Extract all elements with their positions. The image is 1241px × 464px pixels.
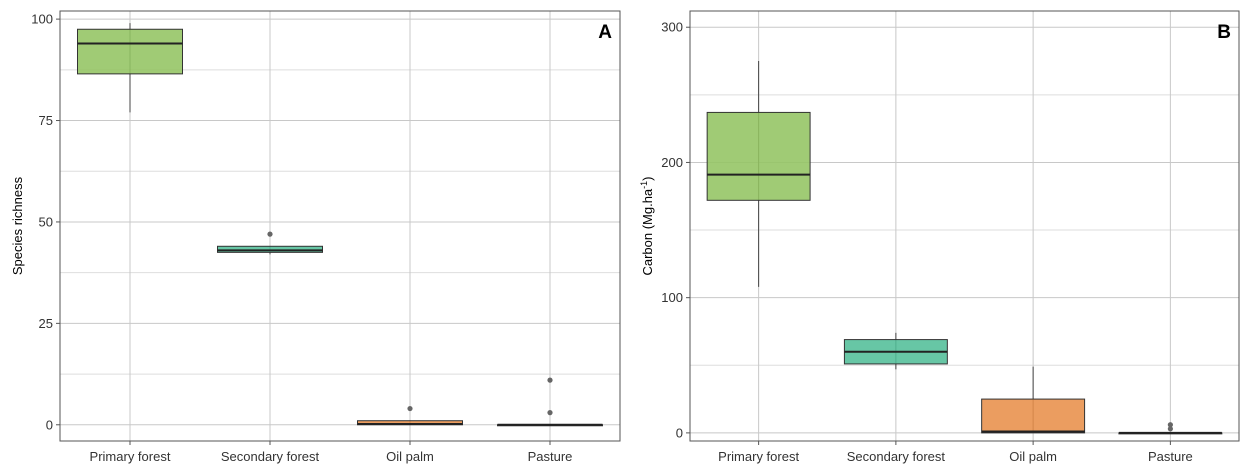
x-tick-label: Primary forest: [90, 449, 171, 464]
box-oil-palm: [357, 405, 463, 426]
y-axis-label: Carbon (Mg.ha-1): [639, 176, 655, 275]
x-tick-label: Primary forest: [718, 449, 799, 464]
x-tick-label: Oil palm: [386, 449, 434, 464]
box-body: [981, 398, 1086, 434]
y-tick-label: 0: [676, 425, 683, 440]
outlier-point: [407, 405, 413, 412]
x-tick-label: Pasture: [528, 449, 573, 464]
plot-frame: [59, 10, 621, 442]
box-body: [77, 28, 183, 75]
outlier-point: [547, 410, 553, 416]
y-tick-label: 100: [31, 12, 53, 27]
box-primary-forest: [706, 61, 811, 287]
box-pasture: [1118, 422, 1223, 435]
x-tick-label: Pasture: [1148, 449, 1193, 464]
y-tick-label: 75: [39, 113, 53, 128]
plot-frame: [689, 10, 1240, 442]
y-tick-label: 100: [661, 290, 683, 305]
x-tick-label: Secondary forest: [221, 449, 320, 464]
panel-tag: A: [598, 22, 612, 43]
box-secondary-forest: [843, 332, 948, 370]
box-secondary-forest: [217, 231, 323, 255]
outlier-point: [1167, 422, 1173, 428]
y-axis-label: Species richness: [10, 176, 25, 275]
box-oil-palm: [981, 366, 1086, 434]
panel-b: 0 100 200 300 Primary forest Secondary forest…: [639, 10, 1240, 464]
y-tick-label: 25: [39, 316, 53, 331]
panel-tag: B: [1217, 22, 1231, 43]
x-tick-label: Oil palm: [1009, 449, 1057, 464]
box-body: [706, 111, 811, 201]
outlier-point: [1167, 426, 1173, 432]
outlier-point: [267, 231, 273, 237]
y-tick-label: 200: [661, 155, 683, 170]
y-tick-label: 0: [46, 417, 53, 432]
outlier-point: [547, 377, 553, 383]
box-primary-forest: [77, 23, 183, 113]
x-tick-label: Secondary forest: [847, 449, 946, 464]
y-tick-label: 50: [39, 214, 53, 229]
box-pasture: [497, 377, 603, 427]
y-tick-label: 300: [661, 20, 683, 35]
box-body: [217, 245, 323, 253]
panel-a: 0 25 50 75 100 Primary forest Secondary forest…: [10, 10, 621, 464]
